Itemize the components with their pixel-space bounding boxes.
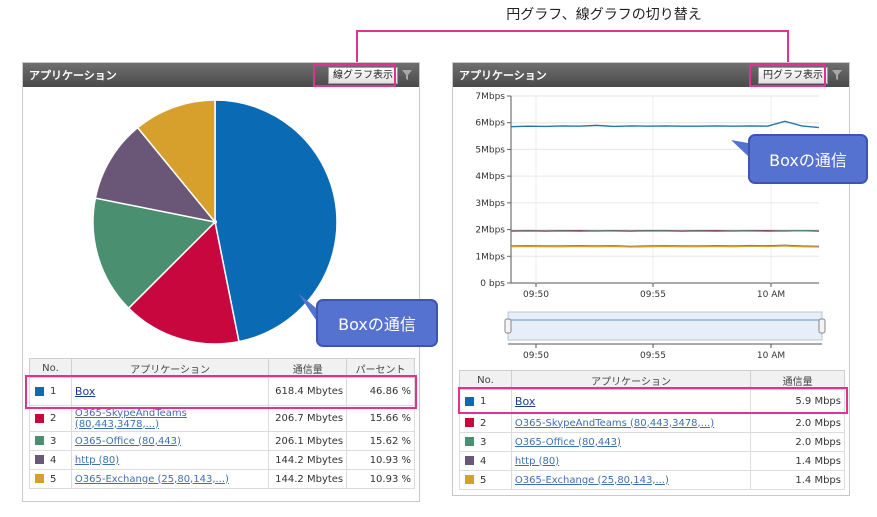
y-tick-label: 6Mbps [475,119,505,129]
series-line-3[interactable] [510,229,820,232]
color-swatch [35,474,44,483]
panel-header: アプリケーション 円グラフ表示 [453,63,849,87]
pie-center [213,220,217,224]
app-panel-pie: アプリケーション 線グラフ表示 No. アプリケーション 通信量 パーセント 1… [22,62,420,502]
app-link-skype-teams[interactable]: O365-SkypeAndTeams (80,443,3478,...) [514,417,715,429]
table-row: 3 O365-Office (80,443) 2.0 Mbps [459,432,845,452]
row-number: 1 [480,396,487,407]
y-tick-label: 3Mbps [475,199,505,209]
row-number: 5 [480,474,487,486]
app-link-skype-teams[interactable]: O365-SkypeAndTeams (80,443,3478,...) [74,407,187,430]
x-tick-label: 10 AM [757,290,785,300]
row-number: 2 [50,413,57,424]
row-no: 1 [459,389,512,414]
series-line-1[interactable] [510,120,820,129]
app-link-http[interactable]: http (80) [514,455,560,467]
row-number: 5 [50,473,57,485]
y-tick-label: 1Mbps [475,252,505,262]
color-swatch [465,475,474,484]
navigator-handle-right[interactable] [818,318,826,334]
app-link-exchange[interactable]: O365-Exchange (25,80,143,...) [514,474,669,486]
app-table: No. アプリケーション 通信量 1 Box 5.9 Mbps 2 O365-S… [459,370,845,490]
table-row: 2 O365-SkypeAndTeams (80,443,3478,...) 2… [459,413,845,433]
col-header-app: アプリケーション [70,358,270,378]
pie-slice-2[interactable] [127,220,240,345]
app-link-box[interactable]: Box [74,385,96,398]
row-app: O365-Exchange (25,80,143,...) [70,469,270,489]
switch-caption: 円グラフ、線グラフの切り替え [506,7,702,23]
panel-header: アプリケーション 線グラフ表示 [23,63,419,87]
box-callout: Boxの通信 [748,134,868,184]
color-swatch [465,418,474,427]
col-header-traffic: 通信量 [750,370,845,390]
table-row: 3 O365-Office (80,443) 206.1 Mbytes 15.6… [29,431,415,451]
line-chart: 0 bps 1Mbps 2Mbps 3Mbps 4Mbps 5Mbps 6Mbps 7Mbps… [475,92,826,361]
color-swatch [35,413,44,423]
col-header-percent: パーセント [346,358,415,378]
color-swatch [465,396,474,406]
row-number: 4 [50,454,57,466]
col-header-no: No. [29,358,72,378]
row-traffic: 1.4 Mbps [750,470,845,490]
row-number: 1 [50,386,57,397]
x-tick-label: 09:50 [523,290,549,300]
pie-chart-toggle-button[interactable]: 円グラフ表示 [758,66,828,84]
line-chart-toggle-button[interactable]: 線グラフ表示 [328,66,398,84]
app-link-http[interactable]: http (80) [74,454,120,466]
row-traffic: 618.4 Mbytes [268,377,348,406]
panel-title: アプリケーション [29,69,117,82]
color-swatch [35,436,44,445]
row-app: O365-Exchange (25,80,143,...) [510,470,752,490]
pie-slice-1[interactable] [214,99,338,343]
col-header-no: No. [459,370,512,390]
y-tick-label: 5Mbps [475,145,505,155]
navigator-handle-left[interactable] [504,318,512,334]
app-link-office[interactable]: O365-Office (80,443) [514,436,621,448]
pie-chart [92,99,338,345]
app-table: No. アプリケーション 通信量 パーセント 1 Box 618.4 Mbyte… [29,358,415,489]
color-swatch [35,455,44,464]
color-swatch [465,437,474,446]
navigator-tick-label: 09:55 [640,351,666,361]
y-tick-label: 0 bps [480,279,505,289]
series-line-5[interactable] [510,245,820,248]
filter-icon[interactable] [831,68,843,82]
app-link-box[interactable]: Box [514,395,536,408]
box-callout: Boxの通信 [316,299,438,347]
pie-slice-4[interactable] [94,126,217,224]
table-row: 5 O365-Exchange (25,80,143,...) 144.2 Mb… [29,469,415,489]
row-number: 3 [480,436,487,448]
row-traffic: 144.2 Mbytes [268,469,348,489]
x-tick-label: 09:55 [640,290,666,300]
navigator-tick-label: 09:50 [523,351,549,361]
range-navigator[interactable] [507,311,823,341]
y-tick-label: 2Mbps [475,226,505,236]
table-row: 5 O365-Exchange (25,80,143,...) 1.4 Mbps [459,470,845,490]
color-swatch [35,386,44,396]
app-link-exchange[interactable]: O365-Exchange (25,80,143,...) [74,473,229,485]
y-tick-label: 7Mbps [475,92,505,102]
panel-title: アプリケーション [459,69,547,82]
row-percent: 10.93 % [346,469,415,489]
pie-slice-3[interactable] [92,197,217,310]
col-header-traffic: 通信量 [268,358,348,378]
navigator-tick-label: 10 AM [757,351,785,361]
color-swatch [465,456,474,465]
row-number: 2 [480,417,487,429]
filter-icon[interactable] [401,68,413,82]
pie-slice-5[interactable] [136,99,216,225]
row-number: 3 [50,435,57,447]
y-tick-label: 4Mbps [475,172,505,182]
table-row: 1 Box 618.4 Mbytes 46.86 % [29,377,415,406]
row-no: 5 [459,470,512,490]
row-number: 4 [480,455,487,467]
app-link-office[interactable]: O365-Office (80,443) [74,435,181,447]
